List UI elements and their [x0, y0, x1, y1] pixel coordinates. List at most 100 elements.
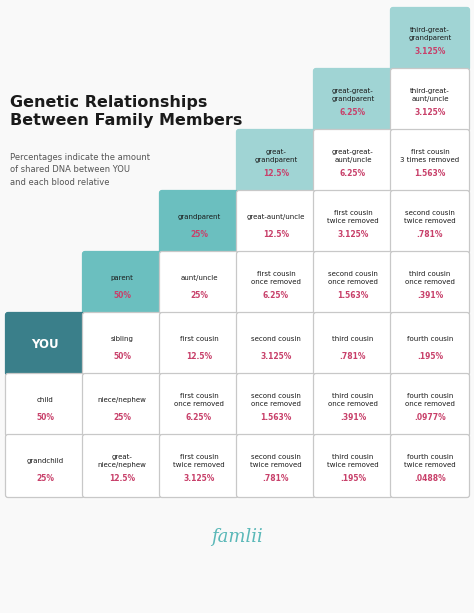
FancyBboxPatch shape	[313, 373, 392, 436]
FancyBboxPatch shape	[391, 129, 470, 192]
Text: .781%: .781%	[263, 474, 289, 483]
Text: Genetic Relationships
Between Family Members: Genetic Relationships Between Family Mem…	[10, 95, 242, 128]
FancyBboxPatch shape	[237, 191, 316, 254]
Text: 3.125%: 3.125%	[414, 47, 446, 56]
Text: child: child	[36, 397, 54, 403]
Text: first cousin
twice removed: first cousin twice removed	[327, 210, 379, 224]
Text: 50%: 50%	[113, 291, 131, 300]
Text: 50%: 50%	[113, 352, 131, 361]
FancyBboxPatch shape	[237, 373, 316, 436]
Text: great-
niece/nephew: great- niece/nephew	[98, 454, 146, 468]
Text: grandchild: grandchild	[27, 458, 64, 464]
FancyBboxPatch shape	[6, 373, 84, 436]
Text: .0977%: .0977%	[414, 413, 446, 422]
Text: .195%: .195%	[340, 474, 366, 483]
FancyBboxPatch shape	[391, 191, 470, 254]
Text: 3.125%: 3.125%	[183, 474, 215, 483]
FancyBboxPatch shape	[6, 313, 84, 376]
Text: third cousin
once removed: third cousin once removed	[405, 272, 455, 284]
Text: 25%: 25%	[36, 474, 54, 483]
FancyBboxPatch shape	[159, 313, 238, 376]
Text: second cousin
once removed: second cousin once removed	[328, 272, 378, 284]
Text: first cousin
once removed: first cousin once removed	[174, 394, 224, 406]
Text: third cousin
once removed: third cousin once removed	[328, 394, 378, 406]
FancyBboxPatch shape	[159, 191, 238, 254]
Text: fourth cousin: fourth cousin	[407, 336, 453, 342]
Text: great-great-
aunt/uncle: great-great- aunt/uncle	[332, 150, 374, 162]
Text: .781%: .781%	[340, 352, 366, 361]
Text: 12.5%: 12.5%	[186, 352, 212, 361]
FancyBboxPatch shape	[82, 313, 162, 376]
Text: .781%: .781%	[417, 230, 443, 239]
Text: first cousin
3 times removed: first cousin 3 times removed	[401, 150, 460, 162]
Text: aunt/uncle: aunt/uncle	[180, 275, 218, 281]
Text: .391%: .391%	[340, 413, 366, 422]
Text: .0488%: .0488%	[414, 474, 446, 483]
Text: great-
grandparent: great- grandparent	[255, 150, 298, 162]
FancyBboxPatch shape	[82, 373, 162, 436]
Text: Percentages indicate the amount
of shared DNA between YOU
and each blood relativ: Percentages indicate the amount of share…	[10, 153, 150, 187]
FancyBboxPatch shape	[159, 435, 238, 498]
FancyBboxPatch shape	[82, 435, 162, 498]
Text: second cousin
once removed: second cousin once removed	[251, 394, 301, 406]
Text: 6.25%: 6.25%	[340, 169, 366, 178]
Text: parent: parent	[110, 275, 134, 281]
Text: first cousin: first cousin	[180, 336, 219, 342]
Text: 25%: 25%	[190, 230, 208, 239]
Text: second cousin
twice removed: second cousin twice removed	[250, 454, 302, 468]
Text: .195%: .195%	[417, 352, 443, 361]
Text: first cousin
once removed: first cousin once removed	[251, 272, 301, 284]
Text: 6.25%: 6.25%	[340, 109, 366, 117]
FancyBboxPatch shape	[391, 373, 470, 436]
Text: first cousin
twice removed: first cousin twice removed	[173, 454, 225, 468]
FancyBboxPatch shape	[391, 7, 470, 70]
Text: 1.563%: 1.563%	[337, 291, 369, 300]
FancyBboxPatch shape	[237, 435, 316, 498]
Text: 25%: 25%	[190, 291, 208, 300]
Text: fourth cousin
once removed: fourth cousin once removed	[405, 394, 455, 406]
Text: third cousin
twice removed: third cousin twice removed	[327, 454, 379, 468]
Text: grandparent: grandparent	[177, 214, 220, 220]
FancyBboxPatch shape	[313, 191, 392, 254]
FancyBboxPatch shape	[391, 69, 470, 132]
Text: 25%: 25%	[113, 413, 131, 422]
Text: sibling: sibling	[110, 336, 134, 342]
Text: 3.125%: 3.125%	[260, 352, 292, 361]
Text: YOU: YOU	[31, 338, 59, 351]
Text: 12.5%: 12.5%	[109, 474, 135, 483]
FancyBboxPatch shape	[82, 251, 162, 314]
Text: third-great-
grandparent: third-great- grandparent	[409, 28, 452, 40]
FancyBboxPatch shape	[391, 313, 470, 376]
Text: great-great-
grandparent: great-great- grandparent	[331, 88, 374, 102]
Text: third-great-
aunt/uncle: third-great- aunt/uncle	[410, 88, 450, 102]
FancyBboxPatch shape	[6, 435, 84, 498]
Text: 50%: 50%	[36, 413, 54, 422]
FancyBboxPatch shape	[313, 435, 392, 498]
FancyBboxPatch shape	[313, 251, 392, 314]
Text: 6.25%: 6.25%	[263, 291, 289, 300]
Text: 12.5%: 12.5%	[263, 230, 289, 239]
FancyBboxPatch shape	[313, 69, 392, 132]
FancyBboxPatch shape	[237, 251, 316, 314]
Text: niece/nephew: niece/nephew	[98, 397, 146, 403]
FancyBboxPatch shape	[313, 313, 392, 376]
Text: 3.125%: 3.125%	[337, 230, 369, 239]
Text: 1.563%: 1.563%	[414, 169, 446, 178]
Text: 6.25%: 6.25%	[186, 413, 212, 422]
Text: famlii: famlii	[211, 528, 263, 546]
FancyBboxPatch shape	[391, 251, 470, 314]
Text: great-aunt/uncle: great-aunt/uncle	[247, 214, 305, 220]
Text: .391%: .391%	[417, 291, 443, 300]
Text: 3.125%: 3.125%	[414, 109, 446, 117]
FancyBboxPatch shape	[159, 373, 238, 436]
FancyBboxPatch shape	[391, 435, 470, 498]
FancyBboxPatch shape	[237, 313, 316, 376]
FancyBboxPatch shape	[159, 251, 238, 314]
Text: fourth cousin
twice removed: fourth cousin twice removed	[404, 454, 456, 468]
Text: second cousin
twice removed: second cousin twice removed	[404, 210, 456, 224]
Text: 12.5%: 12.5%	[263, 169, 289, 178]
Text: 1.563%: 1.563%	[260, 413, 292, 422]
Text: third cousin: third cousin	[332, 336, 374, 342]
FancyBboxPatch shape	[313, 129, 392, 192]
Text: second cousin: second cousin	[251, 336, 301, 342]
